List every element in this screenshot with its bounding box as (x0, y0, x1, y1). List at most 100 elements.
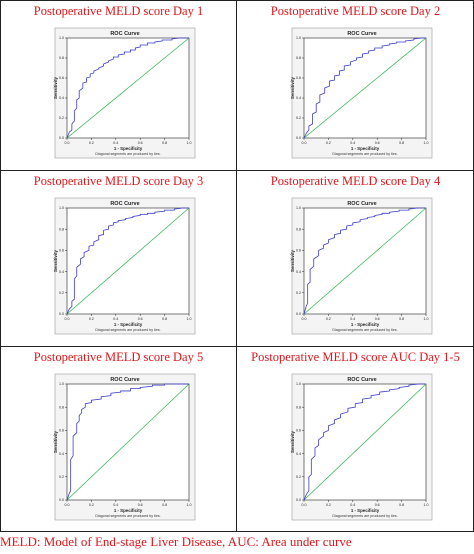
footnote: MELD: Model of End-stage Liver Disease, … (0, 534, 352, 549)
x-tick-label: 0.6 (138, 317, 143, 321)
footnote-ties: Diagonal segments are produced by ties. (332, 514, 397, 518)
y-tick-label: 0.4 (59, 270, 64, 274)
x-axis-label: 1 - Specificity (351, 508, 380, 513)
x-tick-label: 1.0 (424, 503, 429, 507)
y-tick-label: 1.0 (59, 36, 64, 40)
y-tick-label: 1.0 (296, 382, 301, 386)
x-tick-label: 0.4 (113, 317, 118, 321)
reference-line (66, 37, 190, 139)
reference-line (303, 383, 427, 501)
chart-title: ROC Curve (110, 377, 139, 383)
x-tick-label: 0.0 (302, 317, 307, 321)
panel-title: Postoperative MELD score Day 2 (270, 4, 441, 18)
chart-title: ROC Curve (110, 201, 139, 207)
y-axis-label: Sensitivity (53, 430, 58, 453)
x-tick-label: 0.2 (89, 317, 94, 321)
table-border-line (236, 0, 237, 532)
footnote-ties: Diagonal segments are produced by ties. (95, 514, 160, 518)
x-tick-label: 0.4 (350, 503, 355, 507)
y-tick-label: 0.4 (296, 270, 301, 274)
x-axis-label: 1 - Specificity (351, 322, 380, 327)
x-tick-label: 0.2 (89, 503, 94, 507)
x-tick-label: 0.0 (302, 141, 307, 145)
y-tick-label: 0.4 (59, 96, 64, 100)
x-tick-label: 0.8 (399, 503, 404, 507)
y-tick-label: 0.8 (59, 405, 64, 409)
x-tick-label: 0.0 (302, 503, 307, 507)
reference-line (303, 207, 427, 315)
x-tick-label: 1.0 (187, 503, 192, 507)
footnote-ties: Diagonal segments are produced by ties. (332, 152, 397, 156)
roc-curve-line (66, 37, 189, 139)
x-axis-label: 1 - Specificity (351, 146, 380, 151)
x-tick-label: 0.6 (375, 503, 380, 507)
y-axis-label: Sensitivity (290, 76, 295, 99)
x-tick-label: 0.2 (89, 141, 94, 145)
roc-curve-line (66, 383, 189, 501)
x-tick-label: 0.0 (65, 503, 70, 507)
y-tick-label: 0.4 (296, 452, 301, 456)
chart-panel: Postoperative MELD score Day 2 ROC Curve 0… (237, 0, 474, 170)
panel-title: Postoperative MELD score Day 5 (33, 350, 204, 364)
y-tick-label: 0.0 (59, 136, 64, 140)
chart-panel: Postoperative MELD score Day 4 ROC Curve 0… (237, 170, 474, 346)
y-tick-label: 0.0 (296, 136, 301, 140)
panel-title: Postoperative MELD score Day 1 (33, 4, 204, 18)
y-tick-label: 1.0 (296, 36, 301, 40)
x-tick-label: 0.2 (326, 503, 331, 507)
roc-curve-line (66, 207, 189, 315)
y-tick-label: 0.6 (296, 249, 301, 253)
footnote-ties: Diagonal segments are produced by ties. (332, 328, 397, 332)
chart-title: ROC Curve (347, 377, 376, 383)
x-tick-label: 1.0 (187, 317, 192, 321)
table-border-line (0, 531, 474, 532)
roc-chart: ROC Curve 0.0 0.2 0.4 0.6 0.8 1.0 0.0 0.2 0.4 0.6 0… (290, 27, 433, 159)
roc-curve-line (303, 383, 426, 501)
x-tick-label: 0.8 (162, 141, 167, 145)
y-axis-label: Sensitivity (53, 249, 58, 272)
roc-curve-line (303, 207, 426, 315)
x-tick-label: 0.6 (138, 503, 143, 507)
y-tick-label: 1.0 (59, 382, 64, 386)
reference-line (66, 383, 190, 501)
y-tick-label: 0.0 (296, 498, 301, 502)
y-tick-label: 1.0 (296, 206, 301, 210)
chart-title: ROC Curve (347, 201, 376, 207)
table-border-line (0, 0, 474, 1)
x-tick-label: 0.6 (138, 141, 143, 145)
y-tick-label: 0.4 (59, 452, 64, 456)
y-tick-label: 0.8 (59, 56, 64, 60)
chart-panel: Postoperative MELD score Day 3 ROC Curve 0… (0, 170, 237, 346)
x-tick-label: 0.6 (375, 317, 380, 321)
panel-title: Postoperative MELD score Day 4 (270, 174, 441, 188)
y-tick-label: 0.2 (59, 116, 64, 120)
y-tick-label: 0.6 (59, 249, 64, 253)
y-tick-label: 0.6 (296, 429, 301, 433)
y-tick-label: 0.0 (296, 312, 301, 316)
y-tick-label: 0.0 (59, 498, 64, 502)
footnote-ties: Diagonal segments are produced by ties. (95, 328, 160, 332)
x-tick-label: 0.6 (375, 141, 380, 145)
x-axis-label: 1 - Specificity (114, 322, 143, 327)
y-axis-label: Sensitivity (290, 249, 295, 272)
x-tick-label: 0.4 (350, 317, 355, 321)
chart-panel: Postoperative MELD score AUC Day 1-5 ROC … (237, 346, 474, 532)
y-tick-label: 0.2 (296, 291, 301, 295)
figure-grid: Postoperative MELD score Day 1 ROC Curve 0… (0, 0, 474, 532)
reference-line (66, 207, 190, 315)
chart-panel: Postoperative MELD score Day 1 ROC Curve 0… (0, 0, 237, 170)
y-tick-label: 0.2 (59, 475, 64, 479)
footnote-ties: Diagonal segments are produced by ties. (95, 152, 160, 156)
y-tick-label: 0.0 (59, 312, 64, 316)
chart-title: ROC Curve (347, 31, 376, 37)
x-tick-label: 1.0 (424, 141, 429, 145)
x-tick-label: 0.8 (399, 141, 404, 145)
y-tick-label: 0.2 (59, 291, 64, 295)
y-tick-label: 0.8 (59, 227, 64, 231)
chart-panel: Postoperative MELD score Day 5 ROC Curve 0… (0, 346, 237, 532)
x-tick-label: 0.4 (113, 503, 118, 507)
x-tick-label: 0.2 (326, 141, 331, 145)
roc-chart: ROC Curve 0.0 0.2 0.4 0.6 0.8 1.0 0.0 0.2 0.4 0.6 0… (290, 197, 433, 335)
roc-chart: ROC Curve 0.0 0.2 0.4 0.6 0.8 1.0 0.0 0.2 0.4 0.6 0… (290, 373, 433, 521)
x-tick-label: 1.0 (424, 317, 429, 321)
